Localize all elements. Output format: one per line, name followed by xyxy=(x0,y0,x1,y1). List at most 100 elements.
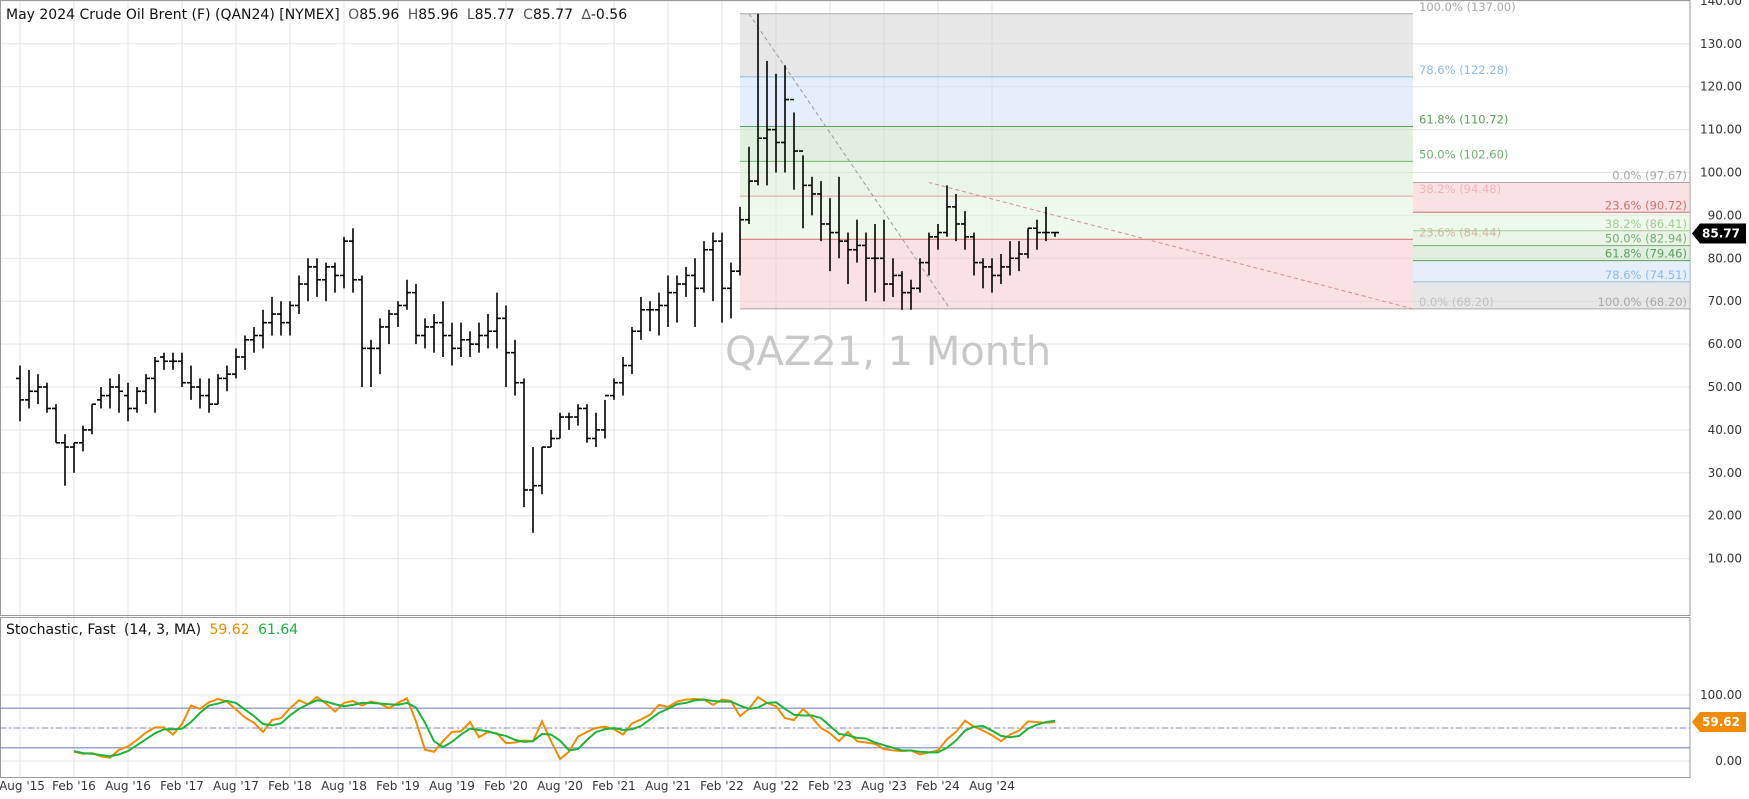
price-bar xyxy=(520,378,528,508)
change-value: -0.56 xyxy=(591,7,627,23)
high-value: 85.96 xyxy=(418,7,458,23)
price-bar xyxy=(79,425,87,452)
price-tick-label: 100.00 xyxy=(1700,166,1742,180)
price-tick-label: 50.00 xyxy=(1708,380,1742,394)
price-bar xyxy=(43,382,51,413)
price-bar xyxy=(313,258,321,297)
price-bar xyxy=(592,412,600,448)
price-bar xyxy=(1015,241,1023,272)
price-bar xyxy=(610,378,618,400)
price-bar xyxy=(214,374,222,405)
price-bar xyxy=(484,314,492,349)
price-tick-label: 120.00 xyxy=(1700,80,1742,94)
price-bar xyxy=(826,198,834,272)
price-bar xyxy=(862,232,870,302)
price-bar xyxy=(178,352,186,387)
price-bar xyxy=(538,446,546,495)
fib-level-label: 61.8% (110.72) xyxy=(1419,113,1508,127)
watermark: QAZ21, 1 Month xyxy=(725,329,1051,375)
price-bar xyxy=(421,318,429,349)
stochastic-value-tag: 59.62 xyxy=(1692,712,1746,733)
price-bar xyxy=(718,232,726,323)
price-bar xyxy=(790,98,798,190)
price-bar xyxy=(898,271,906,310)
time-tick-label: Aug '17 xyxy=(213,779,259,793)
price-bar xyxy=(628,326,636,375)
price-bar xyxy=(637,296,645,340)
price-tick-label: 70.00 xyxy=(1708,294,1742,308)
fib-zone xyxy=(740,161,1413,197)
price-bar xyxy=(970,232,978,276)
price-bar xyxy=(115,374,123,413)
fib-zone xyxy=(740,126,1413,162)
fib-zone xyxy=(1413,245,1690,261)
fib-zone xyxy=(740,76,1413,127)
price-bar xyxy=(205,378,213,413)
price-bar xyxy=(763,60,771,186)
price-bar xyxy=(97,387,105,409)
price-bar xyxy=(133,387,141,413)
price-bar xyxy=(169,352,177,370)
price-bar xyxy=(187,365,195,400)
price-bar xyxy=(727,262,735,319)
price-bar xyxy=(223,365,231,392)
stochastic-panel xyxy=(0,695,1690,761)
price-tick-label: 40.00 xyxy=(1708,423,1742,437)
stochastic-d-value: 61.64 xyxy=(258,622,298,638)
price-bar xyxy=(475,322,483,353)
price-bar xyxy=(601,394,609,439)
time-tick-label: Feb '18 xyxy=(268,779,312,793)
price-tick-label: 140.00 xyxy=(1700,0,1742,8)
fib-zone xyxy=(740,13,1413,77)
price-bar xyxy=(457,322,465,357)
price-bar xyxy=(709,232,717,302)
fib-trendline xyxy=(928,182,1414,310)
time-tick-label: Aug '19 xyxy=(429,779,475,793)
price-bar xyxy=(880,219,888,302)
price-bar xyxy=(673,275,681,323)
price-bar xyxy=(988,258,996,293)
fib-retracement-lower: 0.0% (97.67) 23.6% (90.72) 38.2% (86.41)50… xyxy=(928,168,1690,310)
price-bar xyxy=(160,352,168,370)
stochastic-k-line xyxy=(73,695,1056,761)
price-bar xyxy=(781,65,789,173)
time-tick-label: Feb '20 xyxy=(484,779,528,793)
stochastic-params: (14, 3, MA) xyxy=(124,622,201,638)
price-bar xyxy=(358,275,366,387)
price-bar xyxy=(493,292,501,349)
time-tick-label: Aug '15 xyxy=(0,779,45,793)
price-bar xyxy=(394,301,402,327)
price-bar xyxy=(772,73,780,173)
time-tick-label: Aug '16 xyxy=(105,779,151,793)
low-label: L xyxy=(467,7,475,23)
price-bar xyxy=(817,181,825,242)
price-bar xyxy=(412,284,420,345)
price-tick-label: 90.00 xyxy=(1708,208,1742,222)
price-bar xyxy=(16,365,24,422)
price-bar xyxy=(196,378,204,409)
price-bar xyxy=(916,258,924,293)
price-bar xyxy=(259,309,267,349)
price-tick-label: 10.00 xyxy=(1708,552,1742,566)
price-bar xyxy=(565,412,573,430)
price-bar xyxy=(142,374,150,405)
price-bar xyxy=(286,301,294,336)
fib-level-label: 61.8% (79.46) xyxy=(1605,247,1687,261)
fib-level-label: 50.0% (102.60) xyxy=(1419,147,1508,161)
time-tick-label: Feb '24 xyxy=(916,779,960,793)
time-tick-label: Aug '21 xyxy=(645,779,691,793)
stochastic-d-line xyxy=(73,698,1056,758)
low-value: 85.77 xyxy=(475,7,515,23)
price-bar xyxy=(124,382,132,422)
price-bar xyxy=(331,262,339,293)
price-bars xyxy=(16,13,1059,533)
price-bar xyxy=(736,206,744,276)
price-tick-label: 130.00 xyxy=(1700,37,1742,51)
fib-level-label: 38.2% (86.41) xyxy=(1605,217,1687,231)
fib-zone xyxy=(1413,230,1690,246)
price-bar xyxy=(655,292,663,336)
price-tick-label: 20.00 xyxy=(1708,509,1742,523)
price-bar xyxy=(268,296,276,336)
price-bar xyxy=(61,434,69,486)
